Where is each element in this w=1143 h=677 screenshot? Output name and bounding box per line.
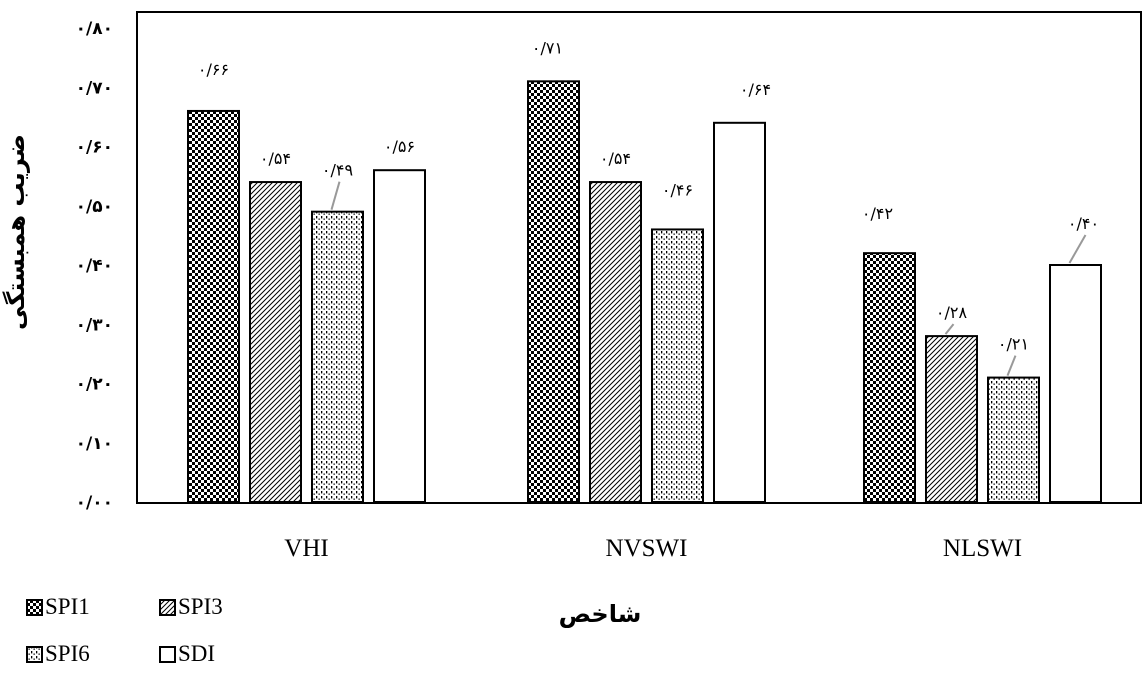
y-axis-title: ضریب همبستگی: [2, 134, 30, 330]
data-label: ۰/۵۶: [384, 137, 415, 156]
legend: SPI1 SPI3 SPI6 SDI: [26, 594, 223, 666]
x-axis-title: شاخص: [559, 600, 642, 628]
data-label: ۰/۷۱: [532, 38, 563, 57]
bar-spi1-nvswi: [527, 80, 580, 503]
data-labels: ۰/۶۶ ۰/۷۱ ۰/۴۲ ۰/۵۴ ۰/۵۴ ۰/۲۸ ۰/۴۹ ۰/۴۶ ۰/۲۱ ۰/۵۶…: [198, 38, 1099, 376]
y-tick-label: ۰/۳۰: [76, 315, 113, 335]
bar-sdi-nlswi: [1049, 264, 1102, 503]
y-tick-label: ۰/۴۰: [76, 256, 113, 276]
legend-label: SPI3: [178, 594, 223, 619]
legend-label: SDI: [178, 641, 215, 666]
legend-swatch-spi3: [159, 599, 176, 616]
data-label: ۰/۲۱: [998, 335, 1029, 354]
y-tick-label: ۰/۶۰: [76, 138, 113, 158]
data-label: ۰/۶۶: [198, 60, 229, 79]
category-labels: VHI NVSWI NLSWI: [284, 535, 1022, 562]
data-label: ۰/۶۴: [740, 80, 771, 99]
data-label-leader: [1006, 355, 1017, 376]
y-tick-label: ۰/۸۰: [76, 19, 113, 39]
data-label: ۰/۵۴: [260, 149, 291, 168]
y-tick-label: ۰/۰۰: [76, 493, 113, 513]
y-tick-label: ۰/۵۰: [76, 197, 113, 217]
y-tick-label: ۰/۱۰: [76, 434, 113, 454]
legend-label: SPI6: [45, 641, 90, 666]
data-label: ۰/۴۹: [322, 161, 353, 180]
y-tick-label: ۰/۲۰: [76, 375, 113, 395]
data-label-leader: [330, 181, 341, 210]
data-label-leader: [944, 323, 955, 335]
legend-swatch-spi1: [26, 599, 43, 616]
bars: [187, 80, 1102, 504]
legend-label: SPI1: [45, 594, 90, 619]
category-label: NVSWI: [606, 535, 688, 562]
legend-swatch-spi6: [26, 646, 43, 663]
bar-spi6-vhi: [311, 210, 364, 504]
bar-spi1-vhi: [187, 109, 240, 503]
bar-spi3-vhi: [249, 181, 302, 504]
category-label: NLSWI: [943, 535, 1022, 562]
data-label-leader: [1068, 234, 1087, 264]
data-label: ۰/۴۶: [662, 180, 693, 199]
data-label: ۰/۴۰: [1068, 214, 1099, 233]
data-label: ۰/۴۲: [862, 204, 893, 223]
category-label: VHI: [284, 535, 328, 562]
legend-swatch-sdi: [159, 646, 176, 663]
data-label: ۰/۲۸: [936, 303, 968, 322]
bar-spi6-nvswi: [651, 228, 704, 503]
bar-spi3-nvswi: [589, 181, 642, 504]
data-label: ۰/۵۴: [600, 149, 631, 168]
y-tick-label: ۰/۷۰: [76, 78, 113, 98]
bar-sdi-nvswi: [713, 121, 766, 504]
bar-spi1-nlswi: [863, 252, 916, 503]
y-tick-labels: ۰/۰۰ ۰/۱۰ ۰/۲۰ ۰/۳۰ ۰/۴۰ ۰/۵۰ ۰/۶۰ ۰/۷۰ ۰/۸۰: [76, 19, 113, 513]
bar-spi3-nlswi: [925, 335, 978, 503]
bar-sdi-vhi: [373, 169, 426, 503]
bar-spi6-nlswi: [987, 376, 1040, 504]
